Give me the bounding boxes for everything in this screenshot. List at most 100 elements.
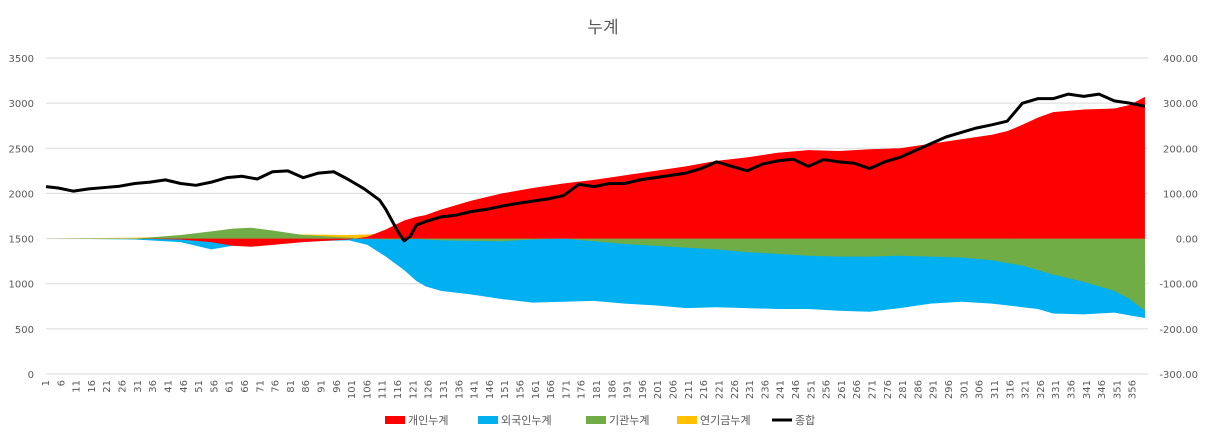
x-tick-label: 101 — [347, 380, 358, 399]
x-tick-label: 241 — [776, 380, 787, 399]
x-tick-label: 191 — [623, 380, 634, 399]
x-tick-label: 336 — [1066, 380, 1077, 399]
x-tick-label: 201 — [653, 380, 664, 399]
x-tick-label: 206 — [669, 380, 680, 399]
left-axis: 0 500 1000 1500 2000 2500 3000 3500 — [9, 54, 34, 381]
x-tick-label: 51 — [194, 380, 205, 393]
legend: 개인누계 외국인누계 기관누계 연기금누계 종합 — [385, 414, 815, 427]
legend-swatch — [478, 416, 498, 424]
x-tick-label: 1 — [41, 380, 52, 386]
y-right-tick-label: 300.00 — [1163, 99, 1198, 110]
area-3 — [46, 227, 1145, 311]
y-right-tick-label: 100.00 — [1163, 189, 1198, 200]
x-tick-label: 121 — [408, 380, 419, 399]
y-right-tick-label: -300.00 — [1159, 370, 1198, 381]
x-tick-label: 351 — [1112, 380, 1123, 399]
x-tick-label: 21 — [102, 380, 113, 393]
x-tick-label: 196 — [638, 380, 649, 399]
x-tick-label: 31 — [133, 380, 144, 393]
line-series — [45, 92, 1146, 243]
x-tick-label: 331 — [1051, 380, 1062, 399]
legend-swatch — [586, 416, 606, 424]
x-tick-label: 26 — [118, 380, 129, 393]
x-tick-label: 341 — [1082, 380, 1093, 399]
x-tick-label: 126 — [424, 380, 435, 399]
x-tick-label: 161 — [531, 380, 542, 399]
area-2 — [46, 238, 1145, 319]
area-series — [46, 96, 1145, 319]
x-tick-label: 256 — [822, 380, 833, 399]
x-tick-label: 266 — [852, 380, 863, 399]
x-tick-label: 176 — [577, 380, 588, 399]
y-left-tick-label: 3000 — [9, 99, 34, 110]
area-1 — [46, 96, 1145, 247]
y-right-tick-label: -200.00 — [1159, 325, 1198, 336]
x-tick-label: 306 — [975, 380, 986, 399]
y-right-tick-label: 0.00 — [1176, 235, 1198, 246]
x-tick-label: 86 — [301, 380, 312, 393]
x-tick-label: 211 — [684, 380, 695, 399]
x-axis: 1 6 11 16 21 26 31 36 41 46 51 56 61 66 71 76 81 86 91 96 10… — [41, 373, 1148, 399]
legend-swatch — [677, 416, 697, 424]
x-tick-label: 6 — [56, 380, 67, 386]
x-tick-label: 11 — [72, 380, 83, 393]
x-tick-label: 111 — [378, 380, 389, 399]
x-tick-label: 311 — [990, 380, 1001, 399]
x-tick-label: 81 — [286, 380, 297, 393]
x-tick-label: 41 — [163, 380, 174, 393]
y-left-tick-label: 2500 — [9, 144, 34, 155]
x-tick-label: 181 — [592, 380, 603, 399]
x-tick-label: 296 — [944, 380, 955, 399]
x-tick-label: 221 — [714, 380, 725, 399]
x-tick-label: 36 — [148, 380, 159, 393]
x-tick-label: 141 — [470, 380, 481, 399]
x-tick-label: 106 — [362, 380, 373, 399]
y-right-tick-label: -100.00 — [1159, 280, 1198, 291]
y-right-tick-label: 200.00 — [1163, 144, 1198, 155]
legend-label: 개인누계 — [408, 414, 448, 427]
x-tick-label: 261 — [837, 380, 848, 399]
legend-label: 종합 — [795, 414, 815, 427]
x-tick-label: 346 — [1097, 380, 1108, 399]
legend-swatch — [385, 416, 405, 424]
x-tick-label: 171 — [561, 380, 572, 399]
x-tick-label: 301 — [959, 380, 970, 399]
x-tick-label: 46 — [179, 380, 190, 393]
right-axis: -300.00 -200.00 -100.00 0.00 100.00 200.00 300… — [1159, 54, 1198, 381]
x-tick-label: 96 — [332, 380, 343, 393]
y-left-tick-label: 3500 — [9, 54, 34, 65]
x-tick-label: 236 — [760, 380, 771, 399]
x-tick-label: 356 — [1128, 380, 1139, 399]
x-tick-label: 56 — [209, 380, 220, 393]
y-left-tick-label: 500 — [15, 325, 34, 336]
x-tick-label: 151 — [500, 380, 511, 399]
y-left-tick-label: 2000 — [9, 189, 34, 200]
x-tick-label: 246 — [791, 380, 802, 399]
x-tick-label: 271 — [868, 380, 879, 399]
x-tick-label: 16 — [87, 380, 98, 393]
y-left-tick-label: 0 — [28, 370, 34, 381]
x-tick-label: 291 — [929, 380, 940, 399]
x-tick-label: 321 — [1021, 380, 1032, 399]
x-tick-label: 251 — [806, 380, 817, 399]
legend-label: 기관누계 — [609, 414, 649, 427]
x-tick-label: 61 — [225, 380, 236, 393]
legend-label: 연기금누계 — [700, 414, 751, 427]
y-left-tick-label: 1000 — [9, 280, 34, 291]
x-tick-label: 91 — [317, 380, 328, 393]
x-tick-label: 66 — [240, 380, 251, 393]
x-tick-label: 156 — [515, 380, 526, 399]
y-left-tick-label: 1500 — [9, 235, 34, 246]
x-tick-label: 326 — [1036, 380, 1047, 399]
chart-title: 누계 — [587, 18, 618, 38]
y-right-tick-label: 400.00 — [1163, 54, 1198, 65]
x-tick-label: 131 — [439, 380, 450, 399]
x-tick-label: 281 — [898, 380, 909, 399]
x-tick-label: 146 — [485, 380, 496, 399]
x-tick-label: 286 — [913, 380, 924, 399]
x-tick-label: 116 — [393, 380, 404, 399]
x-tick-label: 216 — [699, 380, 710, 399]
x-tick-label: 226 — [730, 380, 741, 399]
legend-label: 외국인누계 — [501, 414, 552, 427]
